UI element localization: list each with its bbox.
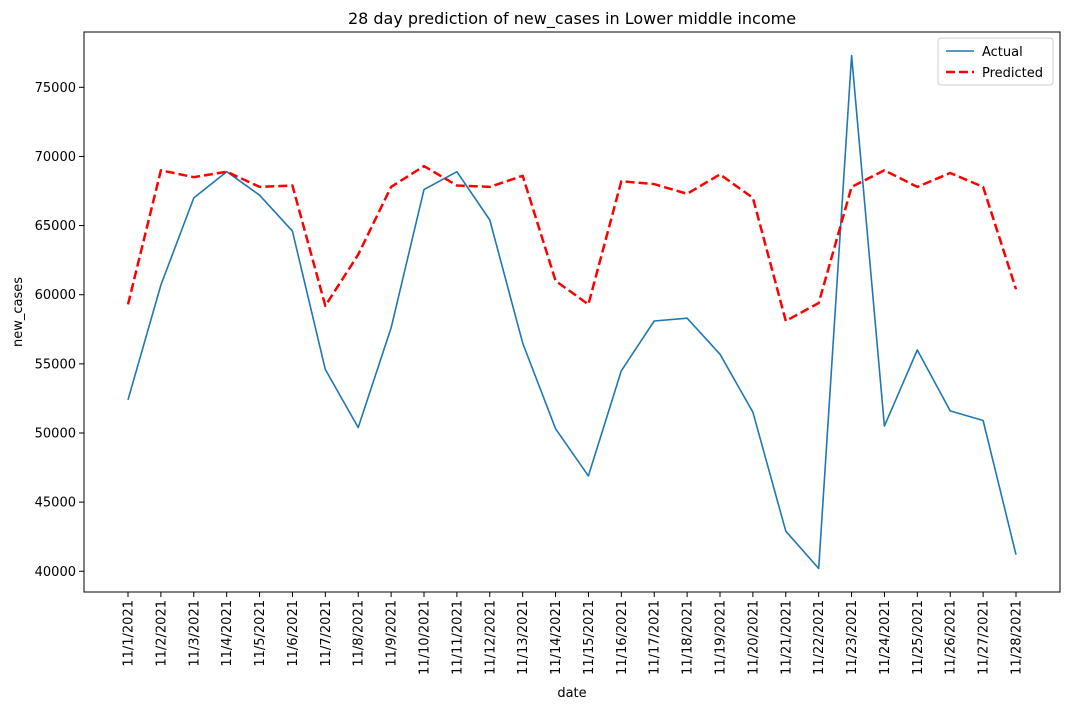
x-tick-label: 11/3/2021 xyxy=(187,600,202,667)
x-tick-label: 11/5/2021 xyxy=(253,600,268,667)
y-tick-label: 60000 xyxy=(35,288,76,303)
x-tick-label: 11/11/2021 xyxy=(450,600,465,675)
y-tick-label: 45000 xyxy=(35,496,76,511)
x-tick-label: 11/1/2021 xyxy=(122,600,137,667)
x-tick-label: 11/2/2021 xyxy=(154,600,169,667)
series-line-predicted xyxy=(126,164,1018,323)
chart-title: 28 day prediction of new_cases in Lower … xyxy=(348,9,796,29)
x-tick-label: 11/22/2021 xyxy=(812,600,827,675)
x-tick-label: 11/16/2021 xyxy=(615,600,630,675)
x-tick-label: 11/8/2021 xyxy=(352,600,367,667)
x-tick-label: 11/18/2021 xyxy=(681,600,696,675)
x-tick-label: 11/27/2021 xyxy=(977,600,992,675)
x-tick-label: 11/25/2021 xyxy=(911,600,926,675)
y-tick-label: 65000 xyxy=(35,219,76,234)
x-tick-label: 11/12/2021 xyxy=(483,600,498,675)
x-tick-label: 11/7/2021 xyxy=(319,600,334,667)
x-tick-label: 11/9/2021 xyxy=(385,600,400,667)
x-tick-label: 11/15/2021 xyxy=(582,600,597,675)
x-tick-label: 11/28/2021 xyxy=(1010,600,1025,675)
x-tick-label: 11/14/2021 xyxy=(549,600,564,675)
y-tick-label: 55000 xyxy=(35,357,76,372)
y-axis: 40000 45000 50000 55000 60000 65000 70000 75000 xyxy=(35,81,84,580)
legend: Actual Predicted xyxy=(937,37,1054,86)
x-tick-label: 11/20/2021 xyxy=(746,600,761,675)
x-tick-label: 11/4/2021 xyxy=(220,600,235,667)
x-tick-label: 11/21/2021 xyxy=(779,600,794,675)
series-layer xyxy=(126,54,1018,570)
x-tick-label: 11/13/2021 xyxy=(516,600,531,675)
legend-label-actual: Actual xyxy=(982,45,1023,60)
x-tick-label: 11/26/2021 xyxy=(944,600,959,675)
plot-area xyxy=(83,31,1061,593)
x-tick-label: 11/23/2021 xyxy=(845,600,860,675)
series-line-actual xyxy=(127,54,1017,570)
x-tick-label: 11/6/2021 xyxy=(286,600,301,667)
x-tick-label: 11/24/2021 xyxy=(878,600,893,675)
y-tick-label: 70000 xyxy=(35,150,76,165)
x-tick-label: 11/10/2021 xyxy=(418,600,433,675)
x-tick-label: 11/17/2021 xyxy=(648,600,663,675)
x-axis: 11/1/2021 11/2/2021 11/3/2021 11/4/2021 11/5… xyxy=(122,592,1025,675)
y-tick-label: 50000 xyxy=(35,426,76,441)
legend-label-predicted: Predicted xyxy=(982,66,1043,81)
x-tick-label: 11/19/2021 xyxy=(714,600,729,675)
x-axis-label: date xyxy=(557,686,586,701)
y-tick-label: 40000 xyxy=(35,565,76,580)
y-tick-label: 75000 xyxy=(35,81,76,96)
y-axis-label: new_cases xyxy=(11,277,26,347)
